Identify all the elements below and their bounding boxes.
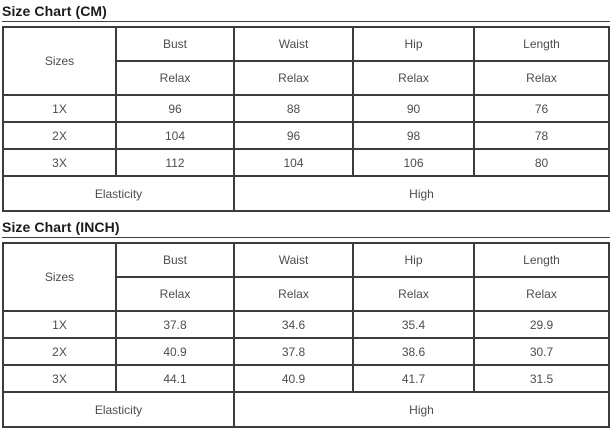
elasticity-value-cell: High xyxy=(233,175,610,212)
size-chart-cm-table: Sizes Bust Waist Hip Length Relax Relax … xyxy=(2,26,610,212)
hip-header-cell: Hip xyxy=(352,26,475,62)
hip-value-cell: 106 xyxy=(352,148,475,177)
hip-fit-cell: Relax xyxy=(352,60,475,96)
length-fit-cell: Relax xyxy=(473,60,610,96)
table-row-1x: 1X 96 88 90 76 xyxy=(2,94,610,123)
fit-header-row: Relax Relax Relax Relax xyxy=(3,276,610,312)
size-label-cell: 3X xyxy=(2,364,117,393)
hip-header-cell: Hip xyxy=(352,242,475,278)
hip-value-cell: 35.4 xyxy=(352,310,475,339)
size-chart-cm-title: Size Chart (CM) xyxy=(2,2,610,22)
bust-value-cell: 40.9 xyxy=(115,337,235,366)
length-fit-cell: Relax xyxy=(473,276,610,312)
table-row-3x: 3X 44.1 40.9 41.7 31.5 xyxy=(2,364,610,393)
waist-value-cell: 88 xyxy=(233,94,354,123)
measure-header-row: Sizes Bust Waist Hip Length xyxy=(2,26,610,96)
size-chart-inch-title: Size Chart (INCH) xyxy=(2,218,610,238)
hip-fit-cell: Relax xyxy=(352,276,475,312)
bust-value-cell: 44.1 xyxy=(115,364,235,393)
bust-fit-cell: Relax xyxy=(115,60,235,96)
size-label-cell: 2X xyxy=(2,337,117,366)
bust-header-cell: Bust xyxy=(115,26,235,62)
length-value-cell: 31.5 xyxy=(473,364,610,393)
waist-fit-cell: Relax xyxy=(233,60,354,96)
hip-value-cell: 41.7 xyxy=(352,364,475,393)
measure-header-row: Sizes Bust Waist Hip Length xyxy=(2,242,610,312)
length-value-cell: 78 xyxy=(473,121,610,150)
waist-value-cell: 37.8 xyxy=(233,337,354,366)
table-row-1x: 1X 37.8 34.6 35.4 29.9 xyxy=(2,310,610,339)
sizes-header-cell: Sizes xyxy=(2,242,117,312)
hip-value-cell: 98 xyxy=(352,121,475,150)
bust-value-cell: 37.8 xyxy=(115,310,235,339)
length-value-cell: 30.7 xyxy=(473,337,610,366)
bust-value-cell: 112 xyxy=(115,148,235,177)
table-row-2x: 2X 40.9 37.8 38.6 30.7 xyxy=(2,337,610,366)
length-header-cell: Length xyxy=(473,26,610,62)
waist-value-cell: 34.6 xyxy=(233,310,354,339)
size-label-cell: 3X xyxy=(2,148,117,177)
bust-value-cell: 104 xyxy=(115,121,235,150)
bust-value-cell: 96 xyxy=(115,94,235,123)
waist-fit-cell: Relax xyxy=(233,276,354,312)
sizes-header-cell: Sizes xyxy=(2,26,117,96)
hip-value-cell: 90 xyxy=(352,94,475,123)
waist-header-cell: Waist xyxy=(233,26,354,62)
length-header-cell: Length xyxy=(473,242,610,278)
waist-header-cell: Waist xyxy=(233,242,354,278)
elasticity-row: Elasticity High xyxy=(2,391,610,428)
length-value-cell: 76 xyxy=(473,94,610,123)
size-chart-cm-section: Size Chart (CM) Sizes Bust Waist Hip Len… xyxy=(2,2,610,212)
waist-value-cell: 104 xyxy=(233,148,354,177)
length-value-cell: 29.9 xyxy=(473,310,610,339)
elasticity-row: Elasticity High xyxy=(2,175,610,212)
bust-header-cell: Bust xyxy=(115,242,235,278)
elasticity-value-cell: High xyxy=(233,391,610,428)
elasticity-label-cell: Elasticity xyxy=(2,175,235,212)
table-row-2x: 2X 104 96 98 78 xyxy=(2,121,610,150)
size-label-cell: 1X xyxy=(2,310,117,339)
elasticity-label-cell: Elasticity xyxy=(2,391,235,428)
table-row-3x: 3X 112 104 106 80 xyxy=(2,148,610,177)
bust-fit-cell: Relax xyxy=(115,276,235,312)
fit-header-row: Relax Relax Relax Relax xyxy=(3,60,610,96)
waist-value-cell: 96 xyxy=(233,121,354,150)
size-chart-inch-table: Sizes Bust Waist Hip Length Relax Relax … xyxy=(2,242,610,428)
waist-value-cell: 40.9 xyxy=(233,364,354,393)
size-label-cell: 2X xyxy=(2,121,117,150)
hip-value-cell: 38.6 xyxy=(352,337,475,366)
size-chart-inch-section: Size Chart (INCH) Sizes Bust Waist Hip L… xyxy=(2,218,610,428)
size-label-cell: 1X xyxy=(2,94,117,123)
length-value-cell: 80 xyxy=(473,148,610,177)
